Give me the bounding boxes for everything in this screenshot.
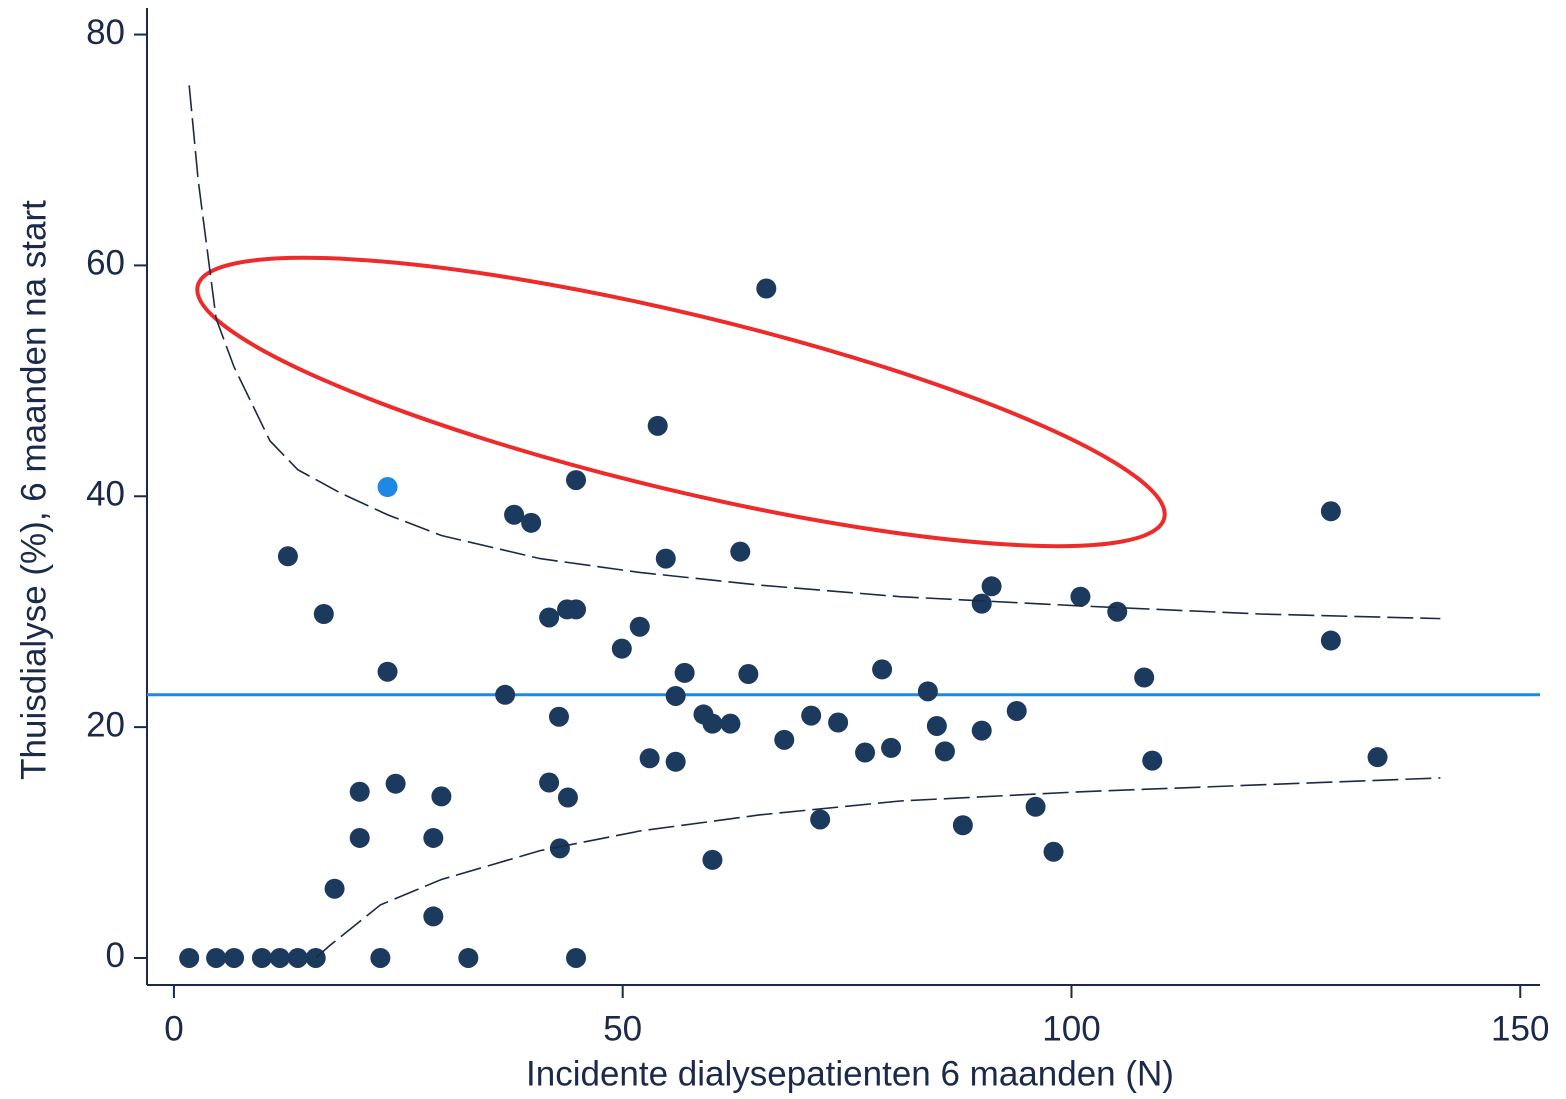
point — [702, 713, 723, 734]
point — [504, 504, 525, 525]
point — [431, 786, 452, 807]
point — [639, 748, 660, 769]
point — [423, 827, 444, 848]
point — [917, 681, 938, 702]
point — [206, 947, 227, 968]
point — [1107, 601, 1128, 622]
point — [828, 712, 849, 733]
control-limit — [188, 85, 1441, 620]
point — [385, 773, 406, 794]
point — [539, 772, 560, 793]
point — [1142, 750, 1163, 771]
point — [277, 546, 298, 567]
point — [566, 470, 587, 491]
x-tick-label: 50 — [603, 1009, 642, 1048]
point — [251, 947, 272, 968]
point — [674, 662, 695, 683]
point — [287, 947, 308, 968]
y-axis-title: Thuisdialyse (%), 6 maanden na start — [14, 200, 53, 780]
y-tick-label: 80 — [86, 13, 125, 52]
point — [611, 638, 632, 659]
x-tick-label: 150 — [1491, 1009, 1549, 1048]
y-tick-label: 60 — [86, 244, 125, 283]
point — [702, 849, 723, 870]
point — [1006, 700, 1027, 721]
point — [981, 576, 1002, 597]
point — [1320, 501, 1341, 522]
point — [1320, 630, 1341, 651]
point — [566, 599, 587, 620]
point — [872, 659, 893, 680]
point — [629, 616, 650, 637]
point — [539, 607, 560, 628]
point — [179, 947, 200, 968]
point — [377, 477, 398, 498]
point — [349, 781, 370, 802]
point — [423, 906, 444, 927]
point — [521, 512, 542, 533]
x-axis-title: Incidente dialysepatienten 6 maanden (N) — [526, 1054, 1174, 1093]
point — [647, 415, 668, 436]
point — [324, 878, 345, 899]
point — [738, 664, 759, 685]
point — [495, 684, 516, 705]
point — [549, 838, 570, 859]
point — [377, 661, 398, 682]
highlight-ellipse — [195, 255, 1167, 549]
point — [557, 787, 578, 808]
point — [655, 548, 676, 569]
control-limit — [315, 777, 1441, 959]
point — [730, 541, 751, 562]
point — [548, 706, 569, 727]
x-tick-label: 100 — [1042, 1009, 1100, 1048]
point — [313, 604, 334, 625]
point — [855, 742, 876, 763]
point — [458, 947, 479, 968]
point — [349, 827, 370, 848]
point — [881, 737, 902, 758]
point — [926, 715, 947, 736]
point — [720, 713, 741, 734]
point — [665, 685, 686, 706]
point — [665, 751, 686, 772]
point — [1070, 586, 1091, 607]
point — [801, 705, 822, 726]
point — [1025, 796, 1046, 817]
point — [971, 593, 992, 614]
y-tick-label: 40 — [86, 475, 125, 514]
point — [934, 741, 955, 762]
point — [774, 729, 795, 750]
point — [1367, 747, 1388, 768]
point — [810, 809, 831, 830]
point — [269, 947, 290, 968]
point — [566, 947, 587, 968]
point — [370, 947, 391, 968]
x-tick-label: 0 — [164, 1009, 183, 1048]
y-tick-label: 0 — [106, 936, 125, 975]
point — [756, 278, 777, 299]
point — [1043, 841, 1064, 862]
point — [1134, 667, 1155, 688]
point — [952, 815, 973, 836]
point — [971, 720, 992, 741]
y-tick-label: 20 — [86, 705, 125, 744]
point — [224, 947, 245, 968]
